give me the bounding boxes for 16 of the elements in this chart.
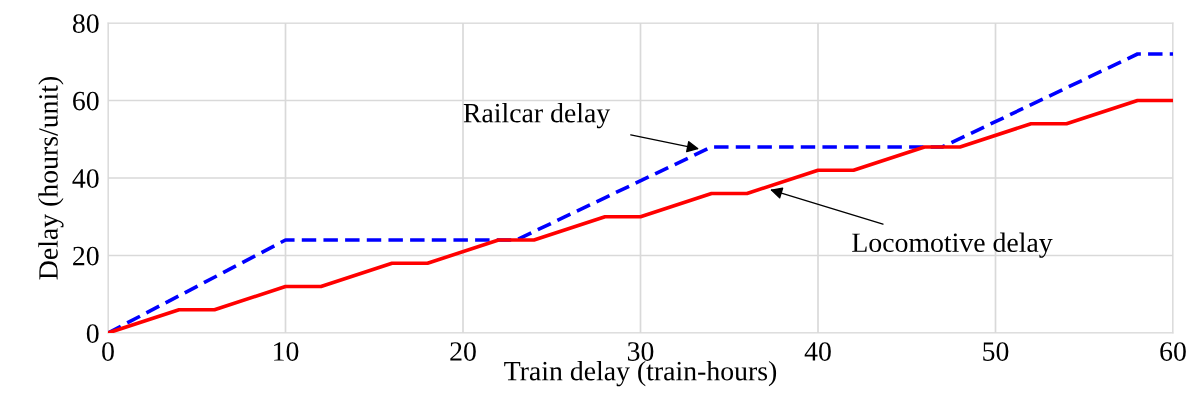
x-axis-title: Train delay (train-hours) [504, 360, 777, 387]
y-tick-label: 40 [72, 169, 99, 188]
y-tick-label: 80 [72, 14, 99, 33]
x-tick-label: 0 [102, 342, 114, 361]
x-tick-label: 60 [1160, 342, 1186, 361]
y-tick-label: 60 [73, 91, 99, 111]
x-tick-label: 10 [274, 342, 299, 361]
annotation: Railcar delay [463, 102, 611, 129]
y-tick-label: 0 [86, 324, 99, 343]
x-tick-label: 20 [450, 342, 476, 361]
x-tick-label: 40 [804, 342, 831, 361]
x-tick-label: 50 [983, 342, 1009, 361]
y-tick-label: 20 [73, 246, 99, 266]
annotation: Locomotive delay [852, 232, 1053, 258]
x-tick-label: 30 [627, 342, 654, 361]
y-axis-title: Delay (hours/unit) [38, 77, 64, 280]
